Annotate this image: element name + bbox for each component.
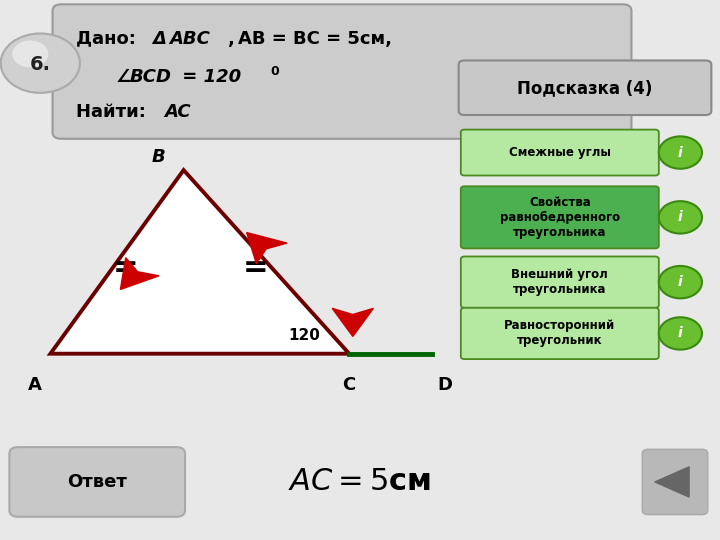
FancyBboxPatch shape xyxy=(461,130,659,176)
Polygon shape xyxy=(332,308,374,336)
Text: Подсказка (4): Подсказка (4) xyxy=(517,79,653,97)
Circle shape xyxy=(659,317,702,350)
Text: Внешний угол
треугольника: Внешний угол треугольника xyxy=(511,268,608,296)
FancyBboxPatch shape xyxy=(461,256,659,308)
Text: ABC: ABC xyxy=(169,30,210,48)
Polygon shape xyxy=(655,467,689,497)
Text: AB = BC = 5см,: AB = BC = 5см, xyxy=(238,30,392,48)
Text: Ответ: Ответ xyxy=(67,473,127,491)
Text: =: = xyxy=(113,253,139,282)
Text: i: i xyxy=(678,211,683,224)
Text: Δ: Δ xyxy=(153,30,173,48)
Text: Свойства
равнобедренного
треугольника: Свойства равнобедренного треугольника xyxy=(500,196,620,239)
Circle shape xyxy=(659,137,702,168)
FancyBboxPatch shape xyxy=(461,308,659,359)
Polygon shape xyxy=(50,170,349,354)
Text: C: C xyxy=(343,376,356,394)
Text: 0: 0 xyxy=(271,65,279,78)
Circle shape xyxy=(1,33,80,93)
Text: Смежные углы: Смежные углы xyxy=(509,146,611,159)
Text: AC: AC xyxy=(164,103,191,120)
Text: Дано:: Дано: xyxy=(76,30,142,48)
Circle shape xyxy=(12,40,48,68)
Text: =: = xyxy=(243,253,269,282)
Text: A: A xyxy=(27,376,42,394)
FancyBboxPatch shape xyxy=(53,4,631,139)
Circle shape xyxy=(659,266,702,298)
Text: 6.: 6. xyxy=(30,55,51,75)
FancyBboxPatch shape xyxy=(9,447,185,517)
FancyBboxPatch shape xyxy=(642,449,708,515)
Text: 120: 120 xyxy=(288,328,320,343)
Text: i: i xyxy=(678,275,683,289)
Text: BCD: BCD xyxy=(130,68,171,85)
Text: B: B xyxy=(151,148,166,166)
Text: D: D xyxy=(438,376,452,394)
Text: Найти:: Найти: xyxy=(76,103,158,120)
Text: ∠: ∠ xyxy=(115,68,131,85)
Text: i: i xyxy=(678,327,683,340)
Text: 0: 0 xyxy=(345,314,353,324)
FancyBboxPatch shape xyxy=(459,60,711,115)
Polygon shape xyxy=(247,233,287,264)
Polygon shape xyxy=(120,258,159,289)
FancyBboxPatch shape xyxy=(461,186,659,248)
Text: = 120: = 120 xyxy=(176,68,240,85)
Text: i: i xyxy=(678,146,683,159)
Text: $\mathit{AC}=5$см: $\mathit{AC}=5$см xyxy=(289,468,431,496)
Circle shape xyxy=(659,201,702,233)
Text: Равносторонний
треугольник: Равносторонний треугольник xyxy=(504,320,616,347)
Text: ,: , xyxy=(228,30,240,48)
